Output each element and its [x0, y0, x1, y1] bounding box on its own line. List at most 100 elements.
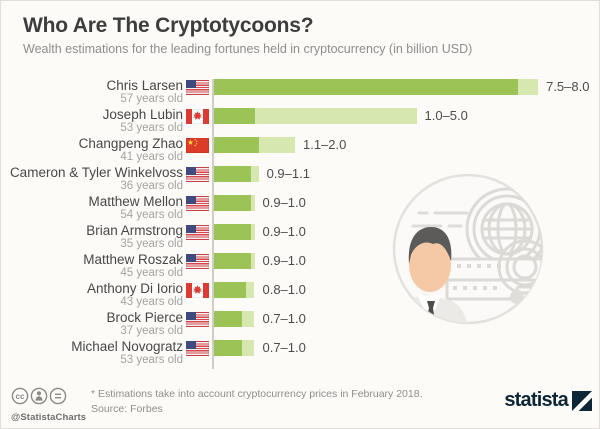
bar-group: 0.8–1.0 [214, 282, 306, 298]
person-age: 37 years old [120, 325, 183, 337]
cc-attribution-icon [30, 387, 48, 405]
person-age: 41 years old [120, 151, 183, 163]
person-name: Brian Armstrong [86, 223, 183, 238]
chart-row: Brian Armstrong 35 years old 0.9–1.0 [1, 223, 599, 253]
person-name: Michael Novogratz [71, 339, 183, 354]
person-name: Cameron & Tyler Winkelvoss [9, 165, 183, 180]
person-name: Brock Pierce [106, 310, 183, 325]
page-subtitle: Wealth estimations for the leading fortu… [23, 42, 473, 56]
header: Who Are The Cryptotycoons? Wealth estima… [23, 14, 472, 56]
chart-row: Anthony Di Iorio 43 years old 0.8–1.0 [1, 281, 599, 311]
axis-baseline [212, 79, 214, 369]
us-flag-icon [186, 341, 209, 356]
bar-high-segment [242, 340, 255, 356]
chart-row: Matthew Roszak 45 years old 0.9–1.0 [1, 252, 599, 282]
value-range-label: 0.9–1.0 [262, 253, 306, 268]
person-age: 36 years old [120, 180, 183, 192]
bar-high-segment [250, 224, 255, 240]
value-range-label: 0.8–1.0 [262, 282, 306, 297]
statista-charts-handle: @StatistaCharts [11, 412, 87, 423]
person-label: Matthew Roszak 45 years old [1, 252, 183, 280]
bar-low-segment [214, 253, 251, 269]
us-flag-icon [186, 196, 209, 211]
cc-equals-icon [49, 387, 67, 405]
chart-row: Michael Novogratz 53 years old 0.7–1.0 [1, 339, 599, 369]
person-label: Changpeng Zhao 41 years old [1, 136, 183, 164]
bar-group: 1.0–5.0 [214, 108, 468, 124]
person-age: 57 years old [120, 93, 183, 105]
value-range-label: 0.7–1.0 [262, 311, 306, 326]
statista-logo-mark [572, 390, 592, 411]
person-age: 35 years old [120, 238, 183, 250]
us-flag-icon [186, 254, 209, 269]
person-label: Brian Armstrong 35 years old [1, 223, 183, 251]
person-age: 43 years old [120, 296, 183, 308]
bar-low-segment [214, 282, 247, 298]
bar-high-segment [250, 166, 259, 182]
us-flag-icon [186, 225, 209, 240]
value-range-label: 0.9–1.1 [266, 166, 310, 181]
ca-flag-icon [186, 109, 209, 124]
chart-row: Cameron & Tyler Winkelvoss 36 years old … [1, 165, 599, 195]
bar-high-segment [250, 253, 255, 269]
bar-low-segment [214, 79, 518, 95]
bar-group: 1.1–2.0 [214, 137, 346, 153]
person-label: Anthony Di Iorio 43 years old [1, 281, 183, 309]
person-name: Chris Larsen [106, 78, 183, 93]
person-label: Cameron & Tyler Winkelvoss 36 years old [1, 165, 183, 193]
cn-flag-icon [186, 138, 209, 153]
person-name: Matthew Mellon [88, 194, 183, 209]
person-label: Chris Larsen 57 years old [1, 78, 183, 106]
footnotes: * Estimations take into account cryptocu… [91, 387, 423, 417]
value-range-label: 0.9–1.0 [262, 195, 306, 210]
bar-chart: Chris Larsen 57 years old 7.5–8.0 Joseph… [1, 78, 599, 371]
bar-low-segment [214, 166, 251, 182]
bar-group: 7.5–8.0 [214, 79, 589, 95]
person-age: 53 years old [120, 354, 183, 366]
statista-logo: statista [504, 389, 592, 412]
footer: cc @StatistaCharts * Estimations take in… [1, 384, 599, 428]
footnote: * Estimations take into account cryptocu… [91, 388, 423, 400]
coin-stack-icon [439, 257, 542, 301]
bar-low-segment [214, 108, 255, 124]
person-age: 54 years old [120, 209, 183, 221]
page-title: Who Are The Cryptotycoons? [23, 14, 314, 37]
value-range-label: 1.0–5.0 [424, 108, 468, 123]
person-label: Joseph Lubin 53 years old [1, 107, 183, 135]
bar-group: 0.7–1.0 [214, 340, 306, 356]
bar-low-segment [214, 195, 251, 211]
chart-row: Brock Pierce 37 years old 0.7–1.0 [1, 310, 599, 340]
bar-low-segment [214, 137, 259, 153]
bar-low-segment [214, 311, 243, 327]
person-age: 45 years old [120, 267, 183, 279]
value-range-label: 0.9–1.0 [262, 224, 306, 239]
us-flag-icon [186, 80, 209, 95]
bar-high-segment [246, 282, 255, 298]
bar-low-segment [214, 224, 251, 240]
person-age: 53 years old [120, 122, 183, 134]
source-label: Source: Forbes [91, 403, 163, 415]
person-name: Matthew Roszak [83, 252, 183, 267]
bar-group: 0.9–1.0 [214, 195, 306, 211]
person-name: Changpeng Zhao [78, 136, 183, 151]
cc-license-block: cc @StatistaCharts [11, 386, 87, 423]
chart-row: Matthew Mellon 54 years old 0.9–1.0 [1, 194, 599, 224]
bar-group: 0.9–1.0 [214, 224, 306, 240]
bar-low-segment [214, 340, 243, 356]
chart-row: Changpeng Zhao 41 years old 1.1–2.0 [1, 136, 599, 166]
bar-group: 0.9–1.1 [214, 166, 310, 182]
ca-flag-icon [186, 283, 209, 298]
svg-text:cc: cc [16, 392, 25, 401]
us-flag-icon [186, 312, 209, 327]
value-range-label: 7.5–8.0 [546, 79, 590, 94]
statista-wordmark: statista [504, 389, 568, 411]
cc-icon [11, 387, 29, 405]
bar-high-segment [258, 137, 295, 153]
cc-license-icons: cc [11, 387, 67, 405]
bar-group: 0.9–1.0 [214, 253, 306, 269]
person-label: Michael Novogratz 53 years old [1, 339, 183, 367]
bar-high-segment [242, 311, 255, 327]
bar-group: 0.7–1.0 [214, 311, 306, 327]
person-label: Brock Pierce 37 years old [1, 310, 183, 338]
